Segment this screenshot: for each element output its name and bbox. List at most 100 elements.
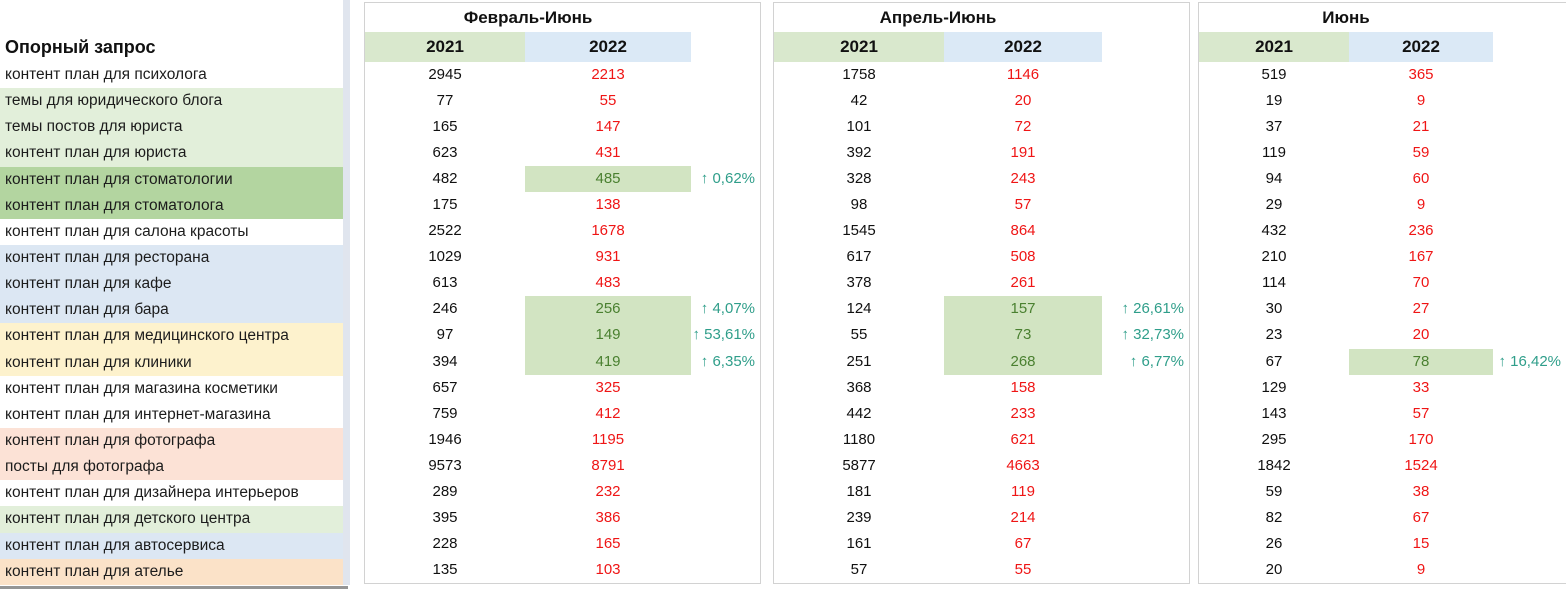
query-cell[interactable]: контент план для стоматологии	[0, 166, 343, 193]
cell-2022[interactable]: 483	[595, 274, 621, 292]
cell-2021[interactable]: 482	[432, 170, 458, 188]
cell-percent-change[interactable]	[1493, 218, 1566, 244]
cell-2021[interactable]: 368	[846, 378, 872, 396]
cell-2021[interactable]: 23	[1265, 326, 1283, 344]
cell-percent-change[interactable]	[691, 375, 760, 401]
query-cell[interactable]: контент план для ресторана	[0, 244, 343, 272]
cell-2021[interactable]: 29	[1265, 196, 1283, 214]
cell-2021[interactable]: 519	[1261, 66, 1287, 83]
cell-2021[interactable]: 42	[850, 92, 868, 110]
year-2021-header[interactable]: 2021	[774, 32, 944, 62]
cell-2022[interactable]: 4663	[1006, 456, 1040, 474]
cell-percent-change[interactable]	[1102, 557, 1189, 583]
cell-2021[interactable]: 181	[846, 482, 872, 500]
cell-2021[interactable]: 37	[1265, 118, 1283, 136]
cell-2022[interactable]: 57	[1014, 196, 1032, 214]
cell-2022[interactable]: 67	[1014, 534, 1032, 552]
year-2022-header[interactable]: 2022	[1349, 32, 1493, 62]
cell-percent-change[interactable]	[1493, 62, 1566, 88]
cell-2021[interactable]: 392	[846, 144, 872, 162]
cell-2022[interactable]: 261	[1010, 274, 1036, 292]
cell-2022[interactable]: 60	[1412, 170, 1430, 188]
cell-percent-change[interactable]	[691, 427, 760, 453]
cell-2021[interactable]: 114	[1262, 274, 1286, 292]
cell-2022[interactable]: 149	[525, 322, 691, 349]
cell-percent-change[interactable]	[691, 401, 760, 427]
cell-2022[interactable]: 158	[1010, 378, 1036, 396]
query-cell[interactable]: контент план для бара	[0, 297, 343, 324]
query-cell[interactable]: контент план для автосервиса	[0, 532, 343, 559]
period-title[interactable]: Июнь	[1322, 8, 1370, 27]
cell-2022[interactable]: 167	[1408, 248, 1434, 266]
cell-2022[interactable]: 508	[1010, 248, 1036, 266]
cell-2022[interactable]: 621	[1010, 430, 1036, 448]
cell-2022[interactable]: 243	[1010, 170, 1036, 188]
cell-percent-change[interactable]	[1102, 244, 1189, 270]
query-cell[interactable]: посты для фотографа	[0, 454, 343, 481]
cell-2022[interactable]: 431	[595, 144, 621, 162]
cell-2022[interactable]: 1678	[591, 222, 625, 240]
cell-2022[interactable]: 191	[1010, 144, 1036, 162]
cell-2021[interactable]: 246	[432, 300, 458, 318]
cell-2022[interactable]: 365	[1408, 66, 1434, 83]
cell-percent-change[interactable]	[1102, 62, 1189, 88]
cell-percent-change[interactable]	[1102, 531, 1189, 557]
cell-percent-change[interactable]	[691, 114, 760, 140]
cell-percent-change[interactable]	[691, 531, 760, 557]
cell-2021[interactable]: 175	[432, 196, 458, 214]
query-cell[interactable]: темы постов для юриста	[0, 114, 343, 141]
cell-percent-change[interactable]: ↑ 6,35%	[700, 352, 755, 370]
cell-percent-change[interactable]	[1493, 505, 1566, 531]
cell-2022[interactable]: 8791	[591, 456, 625, 474]
cell-2022[interactable]: 236	[1408, 222, 1434, 240]
cell-percent-change[interactable]	[1493, 166, 1566, 192]
cell-2022[interactable]: 78	[1349, 348, 1493, 375]
cell-2022[interactable]: 147	[595, 118, 621, 136]
cell-percent-change[interactable]	[1102, 218, 1189, 244]
cell-2021[interactable]: 2945	[428, 66, 462, 83]
cell-2021[interactable]: 55	[850, 326, 868, 344]
cell-percent-change[interactable]	[1493, 114, 1566, 140]
cell-2021[interactable]: 378	[846, 274, 872, 292]
cell-percent-change[interactable]	[1493, 88, 1566, 114]
cell-2021[interactable]: 57	[850, 560, 868, 578]
cell-2022[interactable]: 214	[1010, 508, 1036, 526]
cell-2021[interactable]: 623	[432, 144, 458, 162]
cell-2022[interactable]: 72	[1014, 118, 1032, 136]
cell-percent-change[interactable]	[1102, 166, 1189, 192]
cell-2022[interactable]: 57	[1412, 404, 1430, 422]
cell-2021[interactable]: 613	[432, 274, 458, 292]
cell-percent-change[interactable]: ↑ 4,07%	[700, 300, 755, 318]
query-cell[interactable]: контент план для дизайнера интерьеров	[0, 480, 343, 507]
cell-2022[interactable]: 55	[1014, 560, 1032, 578]
cell-percent-change[interactable]	[1493, 401, 1566, 427]
cell-2022[interactable]: 20	[1412, 326, 1430, 344]
cell-percent-change[interactable]	[1493, 375, 1566, 401]
cell-percent-change[interactable]: ↑ 16,42%	[1498, 352, 1561, 370]
cell-2021[interactable]: 82	[1265, 508, 1283, 526]
cell-2022[interactable]: 33	[1412, 378, 1430, 396]
cell-percent-change[interactable]	[1102, 140, 1189, 166]
cell-2021[interactable]: 165	[432, 118, 458, 136]
cell-percent-change[interactable]	[1493, 557, 1566, 583]
cell-2021[interactable]: 26	[1265, 534, 1283, 552]
query-cell[interactable]: контент план для фотографа	[0, 427, 343, 455]
cell-2021[interactable]: 1946	[428, 430, 462, 448]
cell-percent-change[interactable]: ↑ 32,73%	[1121, 326, 1184, 344]
cell-2022[interactable]: 165	[595, 534, 621, 552]
cell-percent-change[interactable]	[1102, 505, 1189, 531]
cell-2022[interactable]: 15	[1412, 534, 1430, 552]
cell-2022[interactable]: 70	[1412, 274, 1430, 292]
cell-2021[interactable]: 2522	[428, 222, 462, 240]
cell-2021[interactable]: 432	[1261, 222, 1287, 240]
cell-percent-change[interactable]	[1102, 453, 1189, 479]
cell-percent-change[interactable]	[1102, 427, 1189, 453]
cell-2021[interactable]: 1180	[842, 430, 876, 448]
cell-2021[interactable]: 98	[850, 196, 868, 214]
cell-2022[interactable]: 38	[1412, 482, 1430, 500]
cell-percent-change[interactable]	[691, 192, 760, 218]
cell-2021[interactable]: 657	[432, 378, 458, 396]
cell-2022[interactable]: 9	[1416, 560, 1426, 578]
query-cell[interactable]: контент план для ателье	[0, 558, 343, 585]
cell-2021[interactable]: 67	[1265, 352, 1283, 370]
